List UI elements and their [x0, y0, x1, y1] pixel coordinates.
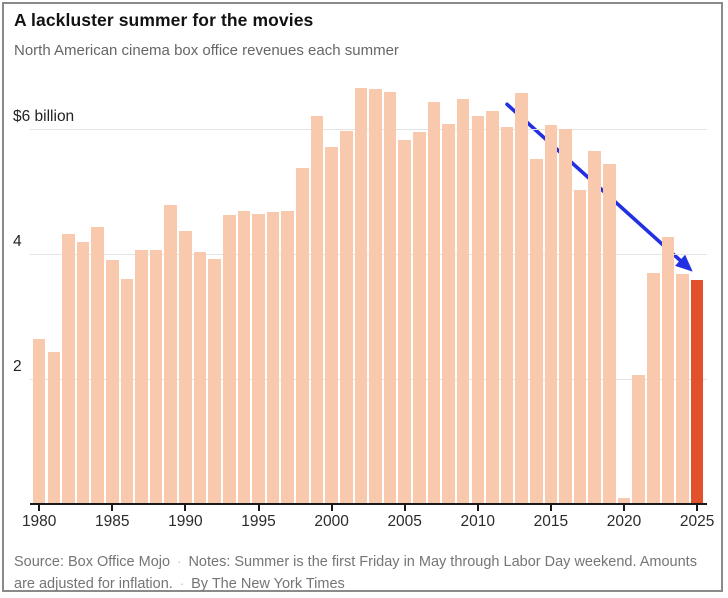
bar-1993: [222, 214, 236, 504]
x-axis-label-1995: 1995: [241, 513, 276, 530]
separator-dot: ·: [179, 576, 185, 591]
x-tick-1990: [184, 505, 187, 511]
bar-1999: [310, 115, 324, 504]
bar-2015: [544, 124, 558, 504]
y-axis-label-4: 4: [13, 233, 22, 251]
x-tick-1985: [111, 505, 114, 511]
bar-1982: [62, 234, 75, 504]
bar-1992: [208, 259, 221, 504]
bar-1996: [266, 212, 280, 504]
bar-2012: [500, 127, 514, 504]
gridline-4: [30, 254, 707, 256]
x-axis-label-2020: 2020: [606, 513, 642, 530]
bar-2023: [661, 237, 675, 504]
bar-2013: [515, 93, 528, 504]
chart-title: A lackluster summer for the movies: [14, 10, 314, 30]
bar-2003: [369, 89, 382, 504]
bar-2005: [398, 139, 411, 504]
bar-2017: [573, 189, 587, 504]
bar-2019: [603, 164, 616, 504]
x-axis-label-1980: 1980: [21, 513, 57, 530]
chart-subtitle: North American cinema box office revenue…: [14, 42, 399, 59]
bar-2006: [413, 132, 426, 504]
x-axis-label-2025: 2025: [679, 513, 715, 530]
x-axis-line: [30, 503, 707, 505]
x-tick-2025: [696, 505, 699, 511]
bar-1997: [281, 211, 295, 504]
bar-2022: [646, 272, 660, 504]
x-tick-1995: [257, 505, 260, 511]
x-axis-label-2000: 2000: [314, 513, 349, 530]
bar-2011: [486, 111, 499, 504]
y-axis-label-6: $6 billion: [13, 108, 75, 126]
x-axis-label-1990: 1990: [168, 513, 203, 530]
bar-1988: [149, 249, 163, 504]
bar-2009: [456, 99, 470, 504]
x-tick-2000: [330, 505, 333, 511]
bar-2007: [427, 101, 441, 504]
bar-2010: [471, 115, 485, 504]
bar-2018: [588, 151, 602, 504]
source-text: Source: Box Office Mojo: [14, 554, 171, 570]
bar-1994: [237, 211, 251, 504]
x-tick-2005: [403, 505, 406, 511]
x-tick-2020: [623, 505, 625, 511]
bar-2001: [339, 130, 353, 504]
bar-1991: [193, 251, 207, 504]
bar-2025: [690, 279, 704, 504]
gridline-2: [30, 379, 707, 381]
separator-dot: ·: [177, 554, 182, 569]
bar-1998: [296, 168, 309, 504]
bar-2024: [676, 274, 689, 504]
bar-1995: [252, 214, 265, 504]
x-axis-label-2015: 2015: [533, 513, 569, 530]
y-axis-label-2: 2: [13, 358, 22, 376]
bar-1989: [164, 204, 178, 504]
x-tick-2015: [549, 505, 552, 511]
bar-2000: [325, 147, 338, 504]
bar-2002: [354, 88, 368, 504]
x-axis-label-2005: 2005: [387, 513, 422, 530]
source-line: Source: Box Office Mojo · Notes: Summer is…: [14, 551, 700, 595]
bar-1987: [135, 249, 148, 504]
bar-2004: [383, 91, 397, 504]
bar-1990: [179, 231, 192, 504]
bar-2021: [632, 374, 645, 504]
bar-1983: [76, 242, 90, 504]
byline-text: By The New York Times: [191, 576, 345, 592]
bar-1985: [106, 259, 119, 504]
x-tick-2010: [476, 505, 479, 511]
notes-text: Notes: Summer is the first Friday in May…: [14, 554, 697, 592]
bar-2020: [617, 498, 631, 504]
x-axis-label-1985: 1985: [95, 513, 130, 530]
x-tick-1980: [38, 505, 41, 511]
bar-2014: [529, 159, 543, 504]
gridline-6: [30, 129, 707, 131]
bar-1986: [120, 278, 134, 504]
bar-1981: [47, 352, 61, 504]
bar-1984: [91, 226, 104, 504]
bar-2016: [559, 129, 572, 504]
x-axis-label-2010: 2010: [460, 513, 496, 530]
bar-1980: [32, 339, 46, 504]
bar-2008: [442, 123, 455, 504]
